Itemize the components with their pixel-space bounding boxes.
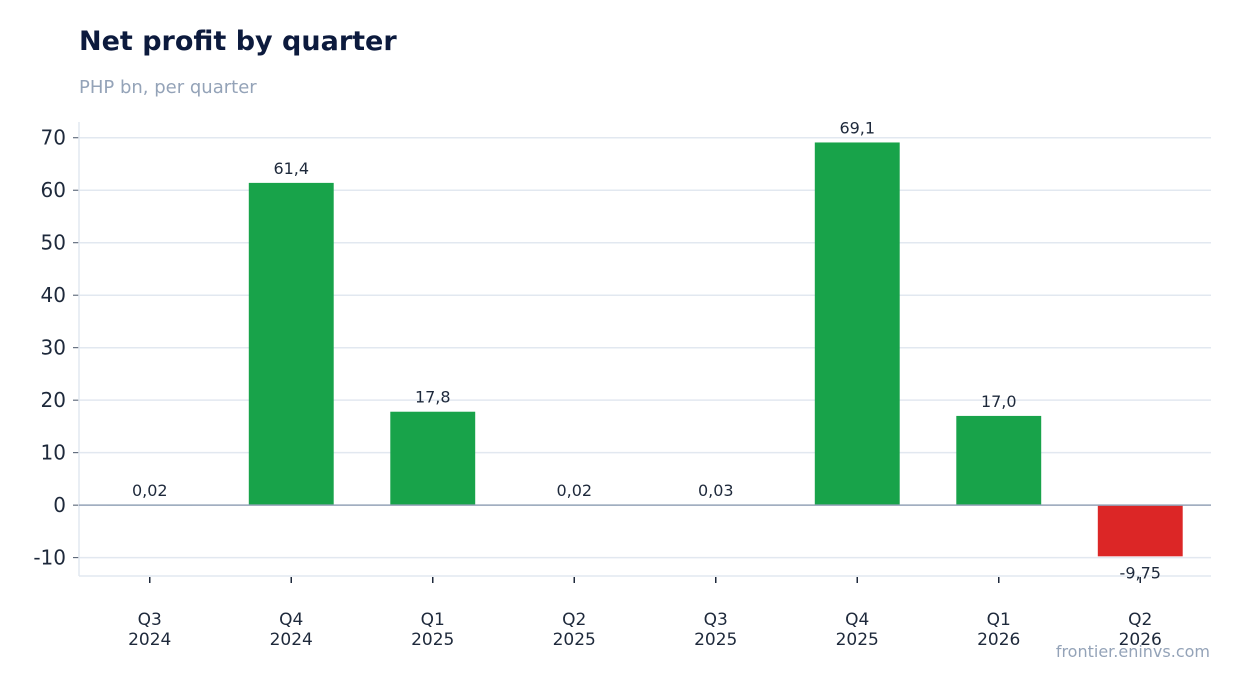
bar: [814, 142, 900, 506]
data-label: 0,02: [556, 481, 592, 500]
x-tick-label: Q4 2024: [270, 610, 313, 650]
x-tick-label: Q1 2026: [977, 610, 1020, 650]
y-tick-label: 20: [41, 388, 66, 412]
data-label: 0,03: [698, 481, 734, 500]
data-label: 17,8: [415, 388, 451, 407]
y-tick-label: 40: [41, 283, 66, 307]
y-tick-label: 0: [53, 493, 66, 517]
bar: [248, 182, 334, 506]
bar: [1097, 505, 1183, 557]
x-tick-label: Q2 2025: [553, 610, 596, 650]
data-label: 61,4: [273, 159, 309, 178]
x-tick-label: Q4 2025: [836, 610, 879, 650]
data-label: 69,1: [839, 118, 875, 137]
data-label: -9,75: [1120, 563, 1161, 582]
x-tick-label: Q3 2025: [694, 610, 737, 650]
bar: [956, 415, 1042, 506]
y-tick-label: 50: [41, 231, 66, 255]
x-tick-label: Q1 2025: [411, 610, 454, 650]
data-label: 17,0: [981, 392, 1017, 411]
bar: [390, 411, 476, 506]
y-tick-label: 70: [41, 126, 66, 150]
chart-title: Net profit by quarter: [79, 26, 397, 57]
y-tick-label: 10: [41, 441, 66, 465]
y-tick-label: 30: [41, 336, 66, 360]
y-tick-label: -10: [33, 546, 66, 570]
source-label: frontier.eninvs.com: [1055, 642, 1210, 661]
data-label: 0,02: [132, 481, 168, 500]
chart-subtitle: PHP bn, per quarter: [79, 77, 257, 98]
x-tick-label: Q3 2024: [128, 610, 171, 650]
x-tick-label: Q2 2026: [1119, 610, 1162, 650]
y-tick-label: 60: [41, 178, 66, 202]
